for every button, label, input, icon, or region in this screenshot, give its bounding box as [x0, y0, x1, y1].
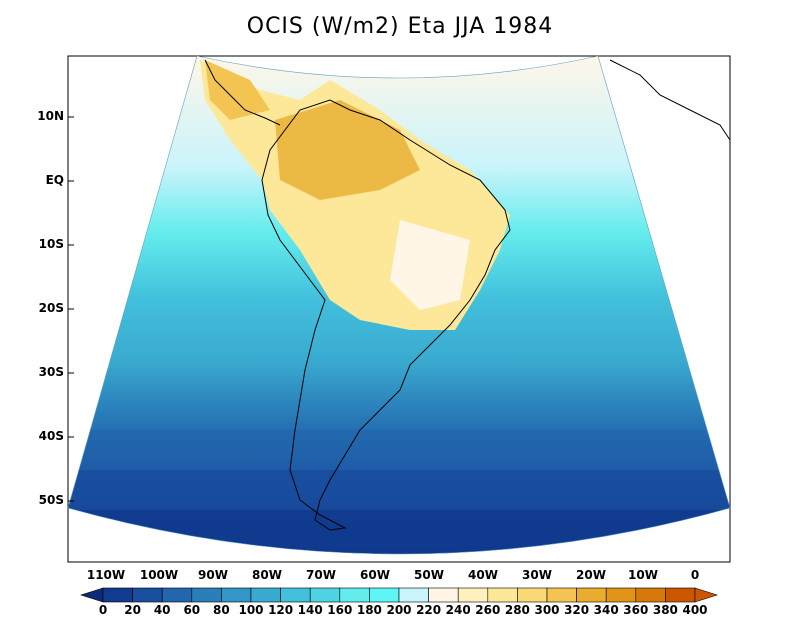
- axis-ticks: [68, 116, 74, 502]
- colorbar-label: 180: [356, 603, 382, 617]
- colorbar-label: 360: [623, 603, 649, 617]
- colorbar-bin: [339, 587, 370, 603]
- colorbar-bin: [398, 587, 429, 603]
- lon-label-90w: 90W: [198, 568, 228, 582]
- map-title: OCIS (W/m2) Eta JJA 1984: [246, 14, 554, 39]
- colorbar-label: 380: [652, 603, 678, 617]
- lon-label-100w: 100W: [139, 568, 179, 582]
- colorbar-label: 260: [475, 603, 501, 617]
- colorbar-bin: [665, 587, 696, 603]
- colorbar-bin: [487, 587, 518, 603]
- lon-label-10w: 10W: [628, 568, 658, 582]
- colorbar-bin: [132, 587, 163, 603]
- colorbar-bin: [221, 587, 252, 603]
- colorbar-label: 220: [416, 603, 442, 617]
- colorbar-bin: [102, 587, 133, 603]
- colorbar-label: 20: [124, 603, 141, 617]
- lon-label-60w: 60W: [360, 568, 390, 582]
- colorbar-label: 140: [297, 603, 323, 617]
- lon-label-40w: 40W: [468, 568, 498, 582]
- lat-label-eq: EQ: [45, 173, 64, 187]
- colorbar-bin: [428, 587, 459, 603]
- lat-label-50s: 50S: [38, 493, 64, 507]
- lat-label-10n: 10N: [37, 109, 64, 123]
- lon-label-110w: 110W: [86, 568, 126, 582]
- colorbar-bin: [309, 587, 341, 603]
- lon-label-20w: 20W: [576, 568, 606, 582]
- lon-label-80w: 80W: [252, 568, 282, 582]
- colorbar-label: 60: [183, 603, 201, 617]
- colorbar-bin: [605, 587, 637, 603]
- colorbar-label: 80: [213, 603, 230, 617]
- lon-label-70w: 70W: [306, 568, 336, 582]
- colorbar-label: 400: [682, 603, 708, 617]
- colorbar-bin: [250, 587, 281, 603]
- colorbar-bin: [517, 587, 548, 603]
- colorbar-label: 160: [327, 603, 353, 617]
- lat-label-10s: 10S: [38, 237, 64, 251]
- colorbar: [80, 587, 718, 603]
- colorbar-label: 40: [153, 603, 171, 617]
- colorbar-bin: [635, 587, 666, 603]
- lat-label-40s: 40S: [38, 429, 64, 443]
- colorbar-bin: [161, 587, 193, 603]
- colorbar-bin: [546, 587, 577, 603]
- lon-label-0: 0: [690, 568, 700, 582]
- colorbar-bin: [576, 587, 607, 603]
- colorbar-over-arrow: [694, 587, 718, 603]
- lat-label-30s: 30S: [38, 365, 64, 379]
- colorbar-label: 240: [445, 603, 471, 617]
- shaded-field: [68, 56, 730, 554]
- colorbar-label: 280: [504, 603, 530, 617]
- colorbar-label: 300: [534, 603, 560, 617]
- colorbar-bin: [369, 587, 400, 603]
- colorbar-under-arrow: [80, 587, 104, 603]
- colorbar-label: 320: [564, 603, 590, 617]
- colorbar-bin: [280, 587, 311, 603]
- colorbar-bin: [457, 587, 489, 603]
- lon-label-30w: 30W: [522, 568, 552, 582]
- colorbar-label: 340: [593, 603, 619, 617]
- colorbar-label: 100: [238, 603, 264, 617]
- colorbar-label: 200: [386, 603, 412, 617]
- colorbar-label: 120: [268, 603, 294, 617]
- colorbar-label: 0: [98, 603, 108, 617]
- coastlines: [204, 59, 731, 531]
- lon-label-50w: 50W: [414, 568, 444, 582]
- lat-label-20s: 20S: [38, 301, 64, 315]
- colorbar-bin: [191, 587, 222, 603]
